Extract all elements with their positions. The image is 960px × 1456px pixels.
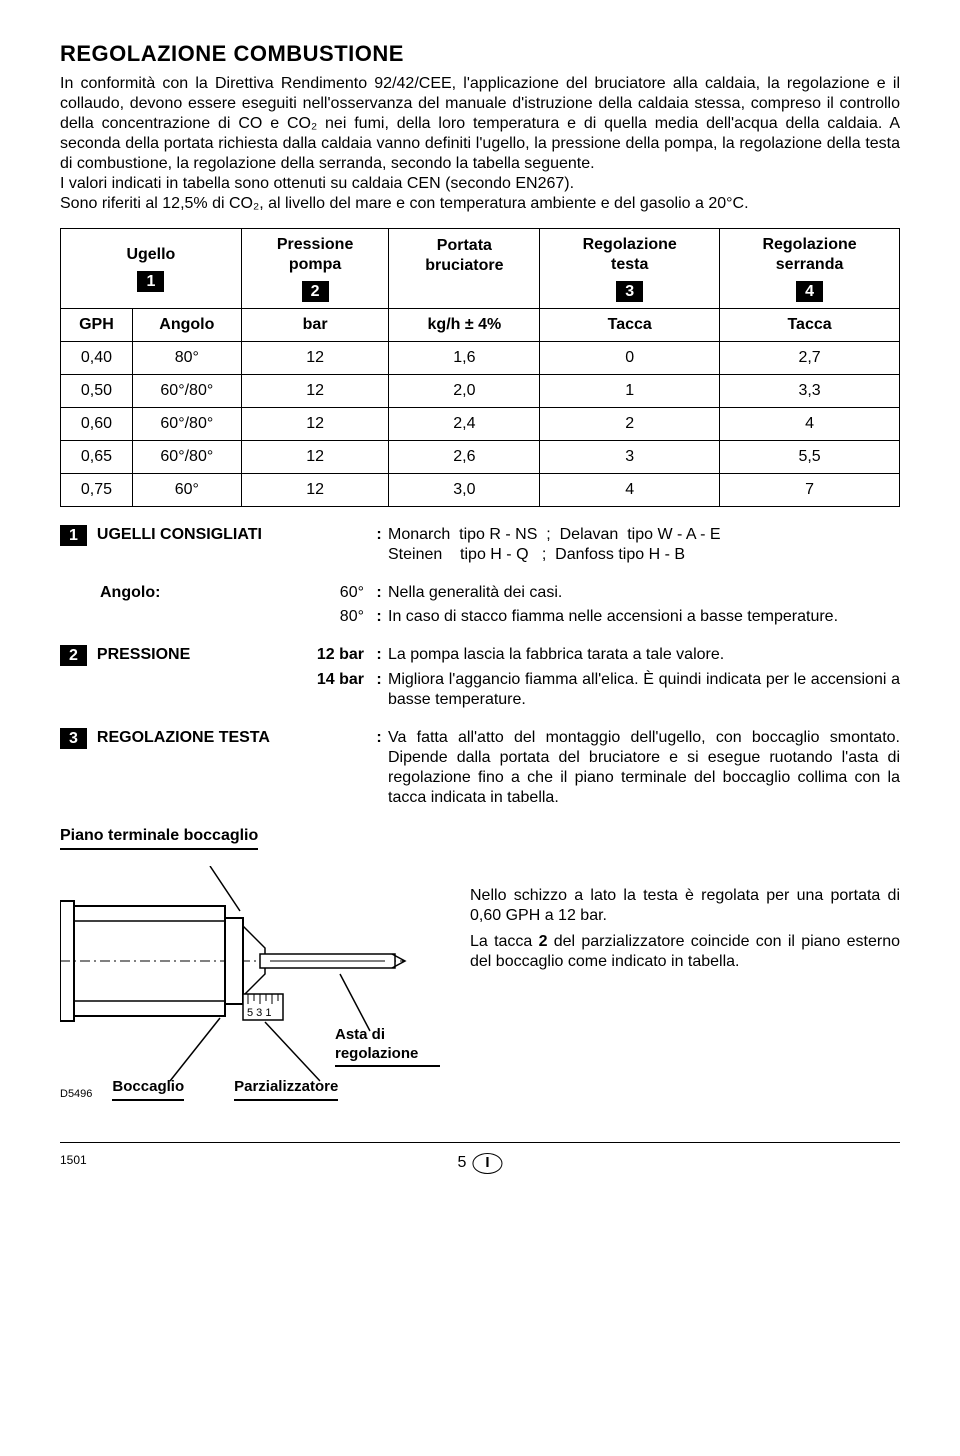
intro-p1: In conformità con la Direttiva Rendiment… xyxy=(60,74,900,174)
regtesta-block: 3 REGOLAZIONE TESTA : Va fatta all'atto … xyxy=(60,728,900,808)
dcode: D5496 xyxy=(60,1088,92,1105)
ugelli-line1: Monarch tipo R - NS ; Delavan tipo W - A… xyxy=(388,525,900,545)
svg-text:5 3 1: 5 3 1 xyxy=(247,1007,271,1019)
angolo-60-text: Nella generalità dei casi. xyxy=(388,583,900,603)
angolo-80: 80° xyxy=(290,607,370,627)
th-portata: Portatabruciatore xyxy=(391,236,537,276)
table-row: 0,7560°123,047 xyxy=(61,473,900,506)
footer-code: 1501 xyxy=(60,1153,87,1168)
regtesta-text: Va fatta all'atto del montaggio dell'uge… xyxy=(388,728,900,808)
parzializzatore-label: Parzializzatore xyxy=(234,1078,338,1101)
pressione-12bar: 12 bar xyxy=(290,645,370,666)
ugelli-line2: Steinen tipo H - Q ; Danfoss tipo H - B xyxy=(388,545,900,565)
pressione-12-text: La pompa lascia la fabbrica tarata a tal… xyxy=(388,645,900,666)
pressione-label: PRESSIONE xyxy=(97,645,190,666)
side-text-2: La tacca 2 del parzializzatore coincide … xyxy=(470,932,900,972)
angolo-block: Angolo: 60° : Nella generalità dei casi.… xyxy=(60,583,900,627)
page-footer: 1501 5 I xyxy=(60,1142,900,1172)
pressione-14bar: 14 bar xyxy=(290,670,370,710)
intro-text: In conformità con la Direttiva Rendiment… xyxy=(60,74,900,214)
th-ugello: Ugello xyxy=(63,245,239,265)
table-row: 0,4080°121,602,7 xyxy=(61,341,900,374)
diagram-side-text: Nello schizzo a lato la testa è regolata… xyxy=(470,866,900,1112)
sub-tacca1: Tacca xyxy=(540,308,720,341)
page-title: REGOLAZIONE COMBUSTIONE xyxy=(60,40,900,68)
sub-angolo: Angolo xyxy=(132,308,241,341)
ugelli-label: UGELLI CONSIGLIATI xyxy=(97,525,262,545)
th-num-1: 1 xyxy=(137,271,164,292)
th-regtesta: Regolazionetesta xyxy=(542,235,717,275)
diagram-section: Piano terminale boccaglio xyxy=(60,826,900,1112)
regtesta-label: REGOLAZIONE TESTA xyxy=(97,728,270,748)
pressione-block: 2 PRESSIONE 12 bar : La pompa lascia la … xyxy=(60,645,900,710)
sub-gph: GPH xyxy=(61,308,133,341)
angolo-60: 60° xyxy=(290,583,370,603)
angolo-80-text: In caso di stacco fiamma nelle accension… xyxy=(388,607,900,627)
th-pressione: Pressionepompa xyxy=(244,235,387,275)
sub-tacca2: Tacca xyxy=(720,308,900,341)
side-text-1: Nello schizzo a lato la testa è regolata… xyxy=(470,886,900,926)
country-icon: I xyxy=(472,1153,502,1174)
th-num-4: 4 xyxy=(796,281,823,302)
angolo-label: Angolo: xyxy=(60,583,290,603)
sub-kgh: kg/h ± 4% xyxy=(389,308,540,341)
intro-p2: I valori indicati in tabella sono ottenu… xyxy=(60,174,900,194)
ugelli-num: 1 xyxy=(60,525,87,546)
table-row: 0,6560°/80°122,635,5 xyxy=(61,440,900,473)
table-row: 0,5060°/80°122,013,3 xyxy=(61,374,900,407)
intro-p3: Sono riferiti al 12,5% di CO₂, al livell… xyxy=(60,194,900,214)
sub-bar: bar xyxy=(241,308,389,341)
asta-label: Asta di regolazione xyxy=(335,1026,440,1068)
regtesta-num: 3 xyxy=(60,728,87,749)
pressione-num: 2 xyxy=(60,645,87,666)
th-regserranda: Regolazioneserranda xyxy=(722,235,897,275)
th-num-2: 2 xyxy=(302,281,329,302)
combustion-table: Ugello 1 Pressionepompa 2 Portatabruciat… xyxy=(60,228,900,507)
pressione-14-text: Migliora l'aggancio fiamma all'elica. È … xyxy=(388,670,900,710)
table-row: 0,6060°/80°122,424 xyxy=(61,407,900,440)
ugelli-block: 1 UGELLI CONSIGLIATI : Monarch tipo R - … xyxy=(60,525,900,565)
boccaglio-label: Boccaglio xyxy=(112,1078,184,1101)
page-number: 5 xyxy=(457,1153,466,1173)
th-num-3: 3 xyxy=(616,281,643,302)
piano-label: Piano terminale boccaglio xyxy=(60,826,258,850)
